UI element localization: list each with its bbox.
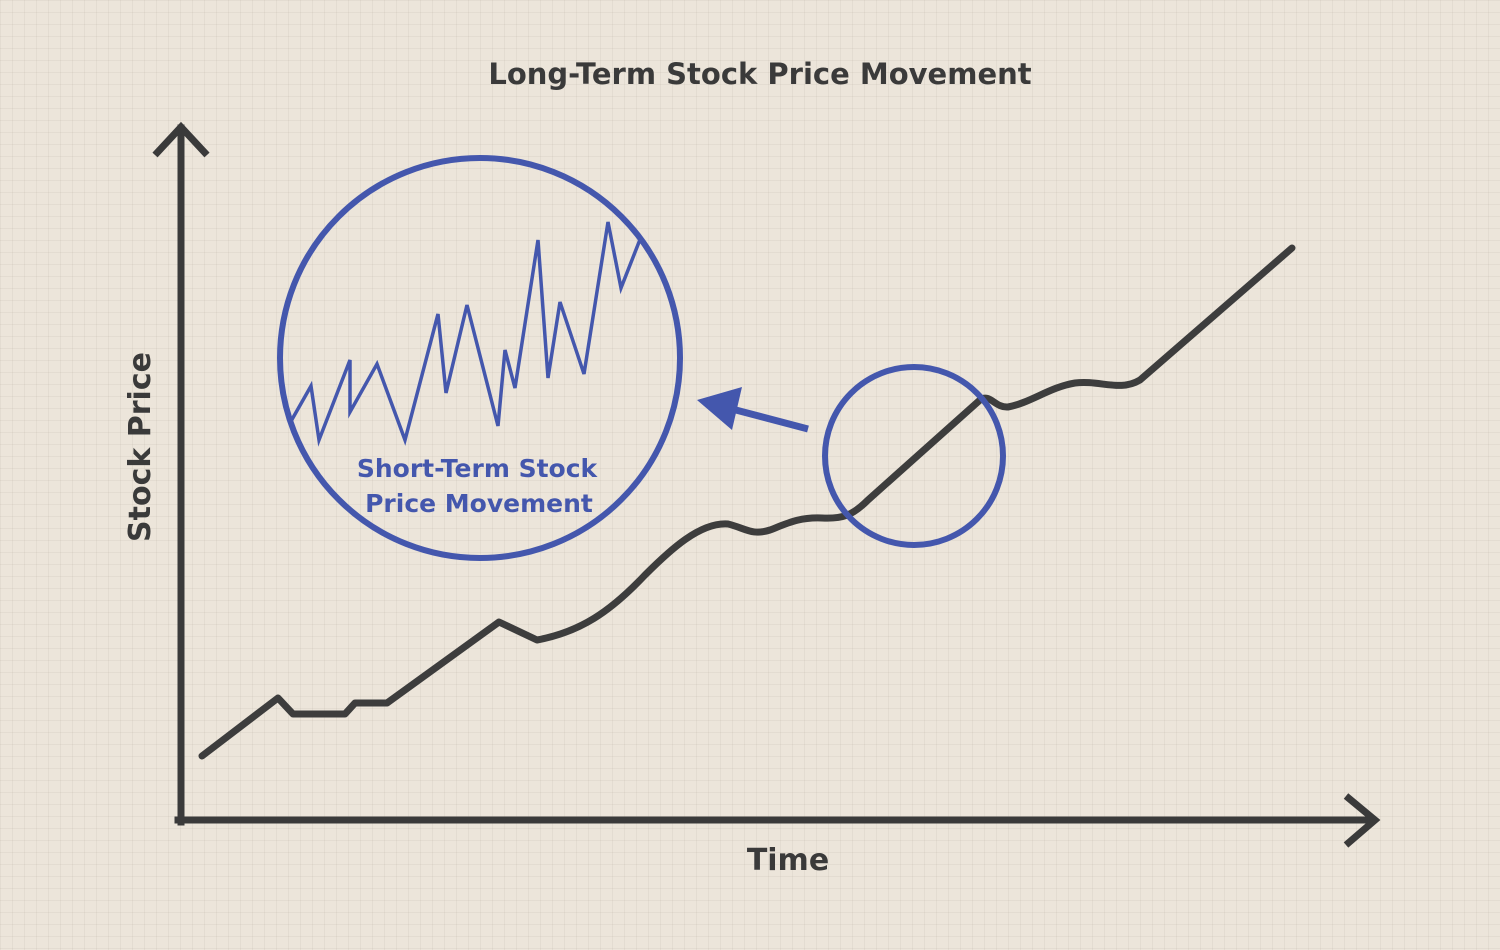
magnified-view-circle	[277, 155, 683, 561]
axes	[152, 121, 1381, 848]
callout-label-line2: Price Movement	[365, 489, 593, 518]
callout-label-line1: Short-Term Stock	[357, 454, 599, 483]
x-axis-label: Time	[747, 843, 829, 878]
zoom-highlight-circle	[822, 364, 1006, 548]
x-axis-arrowhead	[1343, 793, 1381, 848]
short-term-callout: Short-Term Stock Price Movement	[277, 155, 683, 561]
zoom-arrow	[697, 387, 809, 433]
zoom-arrow-head	[697, 387, 742, 430]
diagram-title: Long-Term Stock Price Movement	[488, 57, 1031, 91]
zoom-arrow-shaft	[731, 405, 809, 433]
y-axis-arrowhead	[152, 121, 210, 158]
long-term-price-line	[198, 244, 1296, 760]
short-term-price-line	[284, 213, 652, 447]
y-axis-label: Stock Price	[123, 352, 158, 542]
